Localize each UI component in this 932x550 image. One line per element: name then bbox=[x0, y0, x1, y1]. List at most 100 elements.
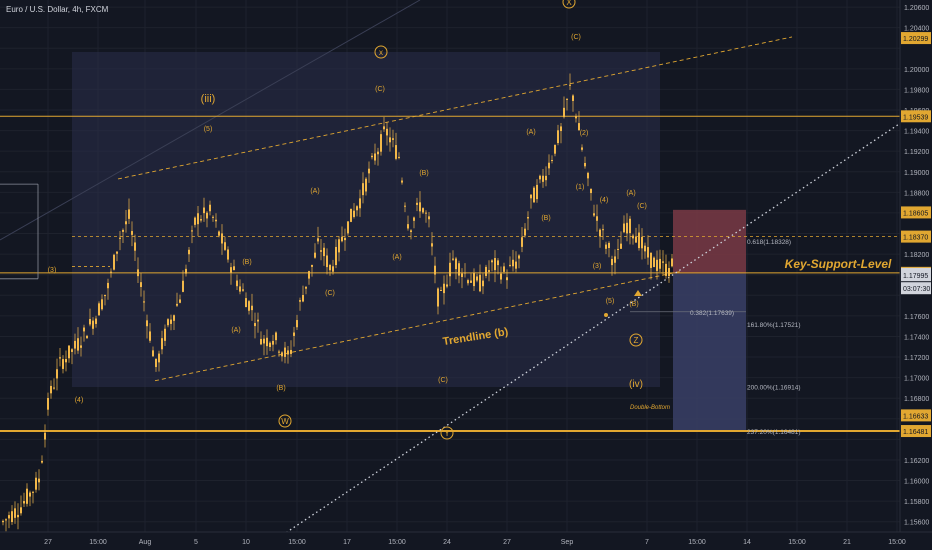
candle-body bbox=[53, 387, 55, 389]
candle-body bbox=[620, 243, 622, 249]
candle-body bbox=[308, 271, 310, 279]
candle-body bbox=[41, 460, 43, 463]
candle-body bbox=[86, 335, 88, 339]
candle-body bbox=[587, 172, 589, 179]
candle-body bbox=[338, 239, 340, 253]
candle-body bbox=[5, 519, 7, 521]
candle-body bbox=[494, 258, 496, 271]
candle-body bbox=[638, 232, 640, 249]
price-tick: 1.18200 bbox=[904, 252, 929, 259]
candle-body bbox=[605, 244, 607, 249]
candle-body bbox=[8, 515, 10, 519]
price-tag bbox=[901, 110, 931, 123]
range-box bbox=[72, 52, 660, 387]
price-tag-text: 1.19539 bbox=[903, 114, 928, 121]
wave-circle bbox=[629, 333, 643, 347]
candle-body bbox=[209, 204, 211, 212]
candle-body bbox=[173, 315, 175, 321]
wave-label: (2) bbox=[580, 130, 589, 137]
candle-body bbox=[179, 299, 181, 303]
time-tick: 15:00 bbox=[288, 539, 306, 546]
candle-body bbox=[431, 243, 433, 247]
time-tick: 21 bbox=[843, 539, 851, 546]
candle-body bbox=[98, 303, 100, 316]
candle-body bbox=[581, 147, 583, 150]
candle-body bbox=[119, 237, 121, 239]
candle-body bbox=[314, 252, 316, 258]
wave-label: (5) bbox=[204, 126, 213, 133]
fib-label: 237.20%(1.16481) bbox=[747, 429, 801, 436]
price-tick: 1.18800 bbox=[904, 190, 929, 197]
price-tick: 1.16200 bbox=[904, 458, 929, 465]
candle-body bbox=[284, 347, 286, 357]
candle-body bbox=[113, 254, 115, 270]
candle-body bbox=[263, 338, 265, 344]
candle-body bbox=[416, 202, 418, 205]
candle-body bbox=[422, 208, 424, 213]
candle-body bbox=[218, 231, 220, 236]
candle-body bbox=[599, 229, 601, 237]
wave-label: (iv) bbox=[629, 379, 643, 390]
candle-body bbox=[275, 332, 277, 341]
candle-body bbox=[653, 257, 655, 268]
time-tick: 27 bbox=[44, 539, 52, 546]
candle-body bbox=[386, 128, 388, 136]
candle-body bbox=[59, 357, 61, 359]
candle-body bbox=[446, 284, 448, 287]
candle-body bbox=[542, 175, 544, 182]
candle-body bbox=[362, 183, 364, 196]
wave-label: (3) bbox=[48, 267, 57, 274]
candle-body bbox=[293, 332, 295, 336]
candle-body bbox=[224, 242, 226, 250]
trendline-b bbox=[154, 271, 681, 382]
candle-body bbox=[419, 202, 421, 212]
candle-body bbox=[203, 207, 205, 214]
candle-body bbox=[131, 231, 133, 235]
candle-body bbox=[575, 116, 577, 119]
candle-body bbox=[530, 194, 532, 199]
price-tick: 1.17600 bbox=[904, 314, 929, 321]
candle-body bbox=[632, 235, 634, 239]
candle-body bbox=[641, 236, 643, 249]
candle-body bbox=[623, 223, 625, 233]
candle-body bbox=[341, 236, 343, 242]
candle-body bbox=[122, 229, 124, 232]
candle-body bbox=[260, 338, 262, 345]
wave-label: (B) bbox=[419, 170, 428, 177]
wave-label: (4) bbox=[600, 197, 609, 204]
candle-body bbox=[17, 514, 19, 518]
candle-body bbox=[194, 217, 196, 225]
candle-body bbox=[32, 491, 34, 493]
price-tag bbox=[901, 206, 931, 219]
candle-body bbox=[23, 501, 25, 504]
candle-body bbox=[521, 237, 523, 247]
candle-body bbox=[134, 242, 136, 251]
time-tick: 15:00 bbox=[688, 539, 706, 546]
candle-body bbox=[278, 351, 280, 353]
candle-body bbox=[368, 168, 370, 174]
candle-body bbox=[290, 349, 292, 354]
candle-body bbox=[485, 266, 487, 276]
time-axis bbox=[0, 532, 932, 550]
candle-body bbox=[2, 520, 4, 523]
candle-body bbox=[392, 138, 394, 140]
price-tick: 1.19400 bbox=[904, 129, 929, 136]
candle-body bbox=[458, 263, 460, 276]
candle-body bbox=[548, 162, 550, 169]
candle-body bbox=[191, 230, 193, 232]
candle-body bbox=[428, 216, 430, 220]
time-tick: 15:00 bbox=[788, 539, 806, 546]
wave-label: (A) bbox=[310, 188, 319, 195]
time-tick: 15:00 bbox=[89, 539, 107, 546]
candle-body bbox=[659, 258, 661, 269]
candle-body bbox=[281, 352, 283, 357]
candle-body bbox=[383, 126, 385, 130]
candle-body bbox=[497, 260, 499, 266]
wave-marker bbox=[604, 313, 608, 317]
price-tick: 1.20000 bbox=[904, 67, 929, 74]
candle-body bbox=[389, 137, 391, 143]
candle-body bbox=[74, 340, 76, 349]
candle-body bbox=[80, 345, 82, 348]
